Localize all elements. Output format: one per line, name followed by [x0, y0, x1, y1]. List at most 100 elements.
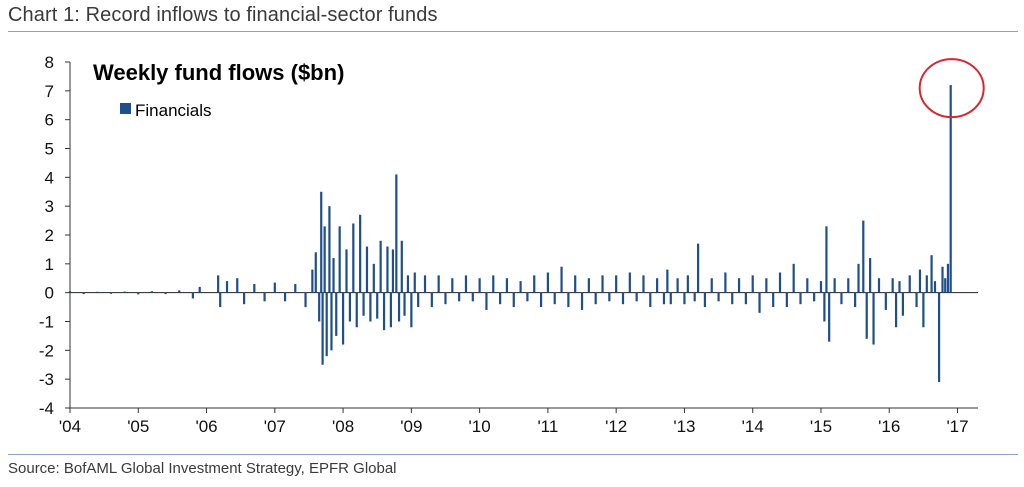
bar	[533, 275, 536, 293]
bar	[273, 282, 276, 293]
bar	[872, 292, 875, 345]
bar	[941, 266, 944, 293]
bar	[191, 292, 194, 299]
bar	[937, 292, 941, 383]
bar	[372, 263, 375, 293]
bar	[587, 278, 590, 293]
bar	[908, 275, 911, 293]
chart-title: Weekly fund flows ($bn)	[93, 60, 344, 85]
bar	[236, 278, 239, 293]
x-tick-label: '10	[469, 417, 491, 436]
bar	[512, 292, 515, 308]
bar	[946, 263, 950, 293]
bar	[397, 292, 401, 322]
bar	[328, 206, 331, 293]
y-tick-label: -1	[39, 313, 54, 332]
bar	[799, 292, 802, 305]
bar	[724, 272, 727, 293]
bar	[635, 292, 638, 302]
bar	[451, 278, 454, 293]
header-divider	[8, 31, 1018, 32]
bar	[492, 275, 495, 293]
bar	[471, 292, 474, 302]
bar	[560, 266, 563, 293]
source-note: Source: BofAML Global Investment Strateg…	[8, 460, 397, 477]
bar	[546, 272, 549, 293]
bar	[615, 275, 618, 293]
bar	[825, 226, 828, 293]
bar	[901, 292, 905, 316]
annotation-layer	[918, 58, 985, 119]
y-tick-label: 8	[45, 53, 54, 72]
bar	[410, 292, 413, 328]
bar	[601, 275, 604, 293]
bar	[519, 281, 522, 293]
bar	[813, 292, 816, 302]
bar	[628, 272, 631, 293]
bar	[833, 278, 836, 293]
bar	[391, 249, 395, 293]
bar	[933, 281, 937, 293]
bar	[949, 85, 952, 293]
bar	[96, 291, 99, 293]
x-tick-label: '06	[195, 417, 217, 436]
bar	[894, 292, 898, 328]
bar	[323, 226, 326, 293]
highlight-circle	[918, 58, 985, 119]
y-tick-label: 7	[45, 82, 54, 101]
bar	[703, 292, 707, 308]
bar	[321, 292, 324, 365]
bar	[403, 292, 406, 316]
bar	[925, 275, 928, 293]
bar	[338, 226, 341, 293]
bar	[869, 258, 872, 293]
bar	[379, 240, 382, 293]
bar	[362, 292, 365, 316]
x-tick-label: '13	[673, 417, 695, 436]
bar	[806, 278, 809, 293]
bar	[314, 252, 317, 293]
legend-swatch-financials	[120, 103, 131, 114]
bar	[751, 275, 754, 293]
bar	[731, 292, 734, 305]
y-tick-label: 0	[45, 284, 54, 303]
bar	[417, 292, 420, 308]
y-tick-label: -2	[39, 341, 54, 360]
x-tick-label: '09	[400, 417, 422, 436]
bar	[217, 275, 220, 293]
bar	[225, 281, 229, 293]
bar	[580, 292, 584, 310]
bar	[352, 223, 355, 293]
x-tick-label: '14	[742, 417, 764, 436]
x-tick-label: '04	[59, 417, 81, 436]
bar	[642, 275, 645, 293]
bar	[918, 269, 922, 293]
bar	[758, 292, 761, 313]
bar	[683, 292, 686, 305]
bar	[857, 263, 860, 293]
y-tick-label: 2	[45, 226, 54, 245]
bar	[335, 292, 338, 336]
bar	[669, 292, 672, 305]
bar	[423, 275, 427, 293]
page-title: Chart 1: Record inflows to financial-sec…	[8, 4, 438, 26]
bar	[320, 191, 323, 293]
bar	[608, 292, 611, 302]
y-tick-label: 5	[45, 140, 54, 159]
bar	[478, 278, 481, 293]
bar	[744, 292, 747, 305]
bar	[369, 292, 372, 322]
bar	[765, 278, 768, 293]
bar	[621, 292, 625, 305]
bar	[693, 292, 696, 302]
bar	[785, 292, 788, 308]
y-tick-label: 6	[45, 111, 54, 130]
y-tick-label: 4	[45, 168, 54, 187]
x-tick-label: '11	[537, 417, 558, 436]
bar	[458, 292, 461, 302]
bar	[68, 291, 72, 293]
bar	[109, 292, 113, 294]
bar	[898, 281, 901, 293]
bar	[82, 292, 85, 295]
